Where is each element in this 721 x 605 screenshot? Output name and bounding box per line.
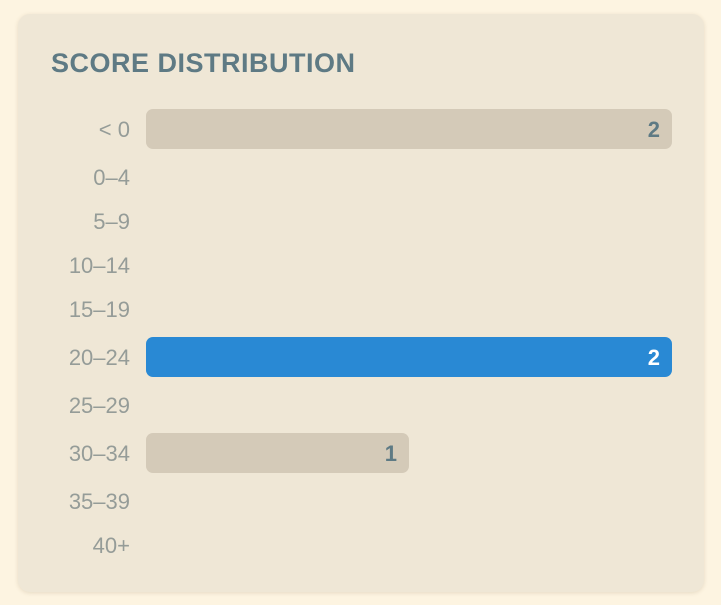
category-label-row-1: 0–4 <box>93 165 130 190</box>
category-label-row-2: 5–9 <box>93 209 130 234</box>
category-label-row-5: 20–24 <box>69 345 130 370</box>
bar-row-0 <box>146 109 672 149</box>
category-label-row-9: 40+ <box>93 533 130 558</box>
bar-row-7 <box>146 433 409 473</box>
score-distribution-card: SCORE DISTRIBUTION < 0 2 0–4 5–9 10–14 15–19 2… <box>18 14 704 592</box>
category-label-row-7: 30–34 <box>69 441 130 466</box>
bar-value-label-row-5: 2 <box>648 345 660 370</box>
category-label-row-4: 15–19 <box>69 297 130 322</box>
bar-row-5 <box>146 337 672 377</box>
score-distribution-chart: < 0 2 0–4 5–9 10–14 15–19 20–24 2 25–29 30–34 1 35–… <box>69 109 672 558</box>
category-label-row-6: 25–29 <box>69 393 130 418</box>
category-label-row-3: 10–14 <box>69 253 130 278</box>
category-label-row-0: < 0 <box>99 117 130 142</box>
bar-value-label-row-0: 2 <box>648 117 660 142</box>
bar-value-label-row-7: 1 <box>385 441 397 466</box>
chart-title: SCORE DISTRIBUTION <box>51 48 356 78</box>
category-label-row-8: 35–39 <box>69 489 130 514</box>
